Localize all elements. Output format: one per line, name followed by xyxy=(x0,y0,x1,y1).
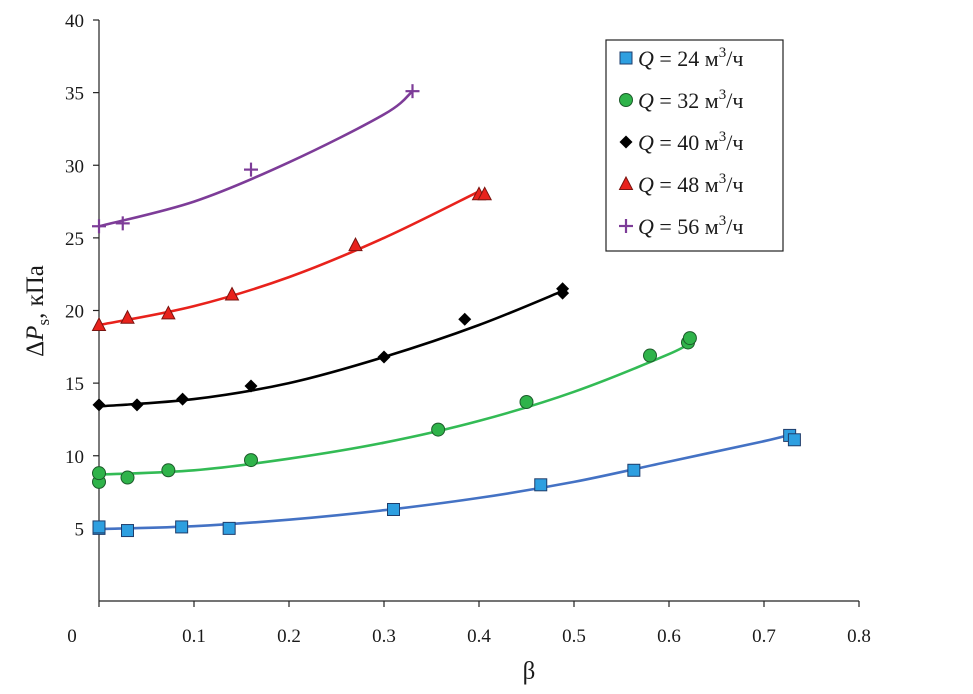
x-tick-label: 0.4 xyxy=(467,626,491,647)
y-tick-label: 10 xyxy=(65,447,84,468)
data-point-series-0 xyxy=(92,520,106,534)
data-point-series-3 xyxy=(120,309,135,324)
legend-marker-1 xyxy=(619,93,633,107)
x-tick-label: 0.5 xyxy=(562,626,586,647)
x-tick-labels: 0 0.1 0.2 0.3 0.4 0.5 0.6 0.7 0.8 xyxy=(67,626,871,647)
data-point-series-0 xyxy=(627,463,641,477)
y-tick-label: 40 xyxy=(65,11,84,32)
data-point-series-4 xyxy=(244,162,258,177)
x-tick-label: 0.8 xyxy=(847,626,871,647)
legend-label-unit: /ч xyxy=(726,214,743,239)
data-point-series-3 xyxy=(224,286,240,301)
legend-label-0: Q = 24 м3/ч xyxy=(638,45,743,71)
x-tick-label: 0.6 xyxy=(657,626,681,647)
legend-label-q: Q xyxy=(638,130,654,155)
series-markers xyxy=(91,84,801,538)
fit-line-4 xyxy=(98,90,414,228)
legend-label-q: Q xyxy=(638,214,654,239)
legend-label-unit: /ч xyxy=(726,46,743,71)
data-point-series-0 xyxy=(121,524,134,538)
legend-label-sup: 3 xyxy=(719,87,727,103)
legend-marker-2 xyxy=(619,135,633,149)
data-point-series-3 xyxy=(91,316,107,332)
legend-label-value: = 56 м xyxy=(654,214,719,239)
legend-label-3: Q = 48 м3/ч xyxy=(638,171,743,197)
data-point-series-0 xyxy=(175,520,189,534)
data-point-series-4 xyxy=(92,219,106,234)
y-tick-label: 15 xyxy=(65,374,84,395)
y-axis-label: ΔPs, кПа xyxy=(22,265,53,357)
x-tick-label: 0 xyxy=(67,626,77,647)
y-axis-label-delta: Δ xyxy=(22,341,49,357)
x-axis-label: β xyxy=(523,658,536,685)
x-tick-label: 0.2 xyxy=(277,626,301,647)
data-point-series-2 xyxy=(458,312,472,326)
y-axis-label-sub: s xyxy=(34,319,53,326)
y-tick-label: 35 xyxy=(65,84,84,105)
legend-label-sup: 3 xyxy=(719,213,727,229)
data-point-series-3 xyxy=(348,237,363,252)
y-tick-labels: 5 10 15 20 25 30 35 40 xyxy=(65,11,84,540)
legend-label-sup: 3 xyxy=(719,171,727,187)
data-point-series-2 xyxy=(92,398,106,412)
x-tick-label: 0.3 xyxy=(372,626,396,647)
data-point-series-1 xyxy=(120,470,135,485)
data-point-series-1 xyxy=(643,348,657,363)
legend-label-value: = 40 м xyxy=(654,130,719,155)
y-tick-label: 20 xyxy=(65,302,84,323)
y-axis-label-unit: , кПа xyxy=(22,265,49,319)
legend-marker-4 xyxy=(619,219,633,233)
fit-line-1 xyxy=(98,339,694,476)
legend-label-value: = 32 м xyxy=(654,88,719,113)
legend-label-2: Q = 40 м3/ч xyxy=(638,129,743,155)
legend-label-unit: /ч xyxy=(726,88,743,113)
legend-marker-3 xyxy=(618,175,634,190)
data-point-series-1 xyxy=(519,395,534,410)
data-point-series-1 xyxy=(431,422,446,437)
data-point-series-2 xyxy=(244,379,258,393)
y-tick-label: 25 xyxy=(65,229,84,250)
legend-label-sup: 3 xyxy=(719,45,727,61)
data-point-series-0 xyxy=(787,433,801,447)
data-point-series-1 xyxy=(92,466,106,481)
y-tick-label: 30 xyxy=(65,156,84,177)
legend: Q = 24 м3/чQ = 32 м3/чQ = 40 м3/чQ = 48 … xyxy=(605,39,784,252)
data-point-series-1 xyxy=(682,331,697,346)
data-point-series-1 xyxy=(244,453,258,468)
legend-label-q: Q xyxy=(638,88,654,113)
data-point-series-0 xyxy=(387,502,400,516)
x-tick-label: 0.1 xyxy=(182,626,206,647)
data-point-series-3 xyxy=(161,305,176,320)
data-point-series-3 xyxy=(477,186,493,201)
legend-label-4: Q = 56 м3/ч xyxy=(638,213,743,239)
legend-label-sup: 3 xyxy=(719,129,727,145)
data-point-series-2 xyxy=(130,398,144,412)
legend-box xyxy=(605,39,784,252)
legend-label-value: = 48 м xyxy=(654,172,719,197)
data-point-series-1 xyxy=(161,463,176,478)
data-point-series-4 xyxy=(115,216,130,231)
legend-label-unit: /ч xyxy=(726,130,743,155)
legend-label-q: Q xyxy=(638,46,654,71)
data-point-series-2 xyxy=(377,350,391,364)
y-axis-label-var: P xyxy=(22,326,49,342)
legend-label-1: Q = 32 м3/ч xyxy=(638,87,743,113)
legend-label-unit: /ч xyxy=(726,172,743,197)
x-tick-label: 0.7 xyxy=(752,626,776,647)
data-point-series-2 xyxy=(556,282,570,296)
data-point-series-0 xyxy=(534,478,548,492)
fit-line-0 xyxy=(98,432,793,531)
legend-label-value: = 24 м xyxy=(654,46,719,71)
y-tick-label: 5 xyxy=(75,519,85,540)
data-point-series-2 xyxy=(176,392,190,406)
data-point-series-0 xyxy=(222,521,236,535)
legend-label-q: Q xyxy=(638,172,654,197)
data-point-series-4 xyxy=(405,84,420,99)
legend-marker-0 xyxy=(619,51,633,65)
